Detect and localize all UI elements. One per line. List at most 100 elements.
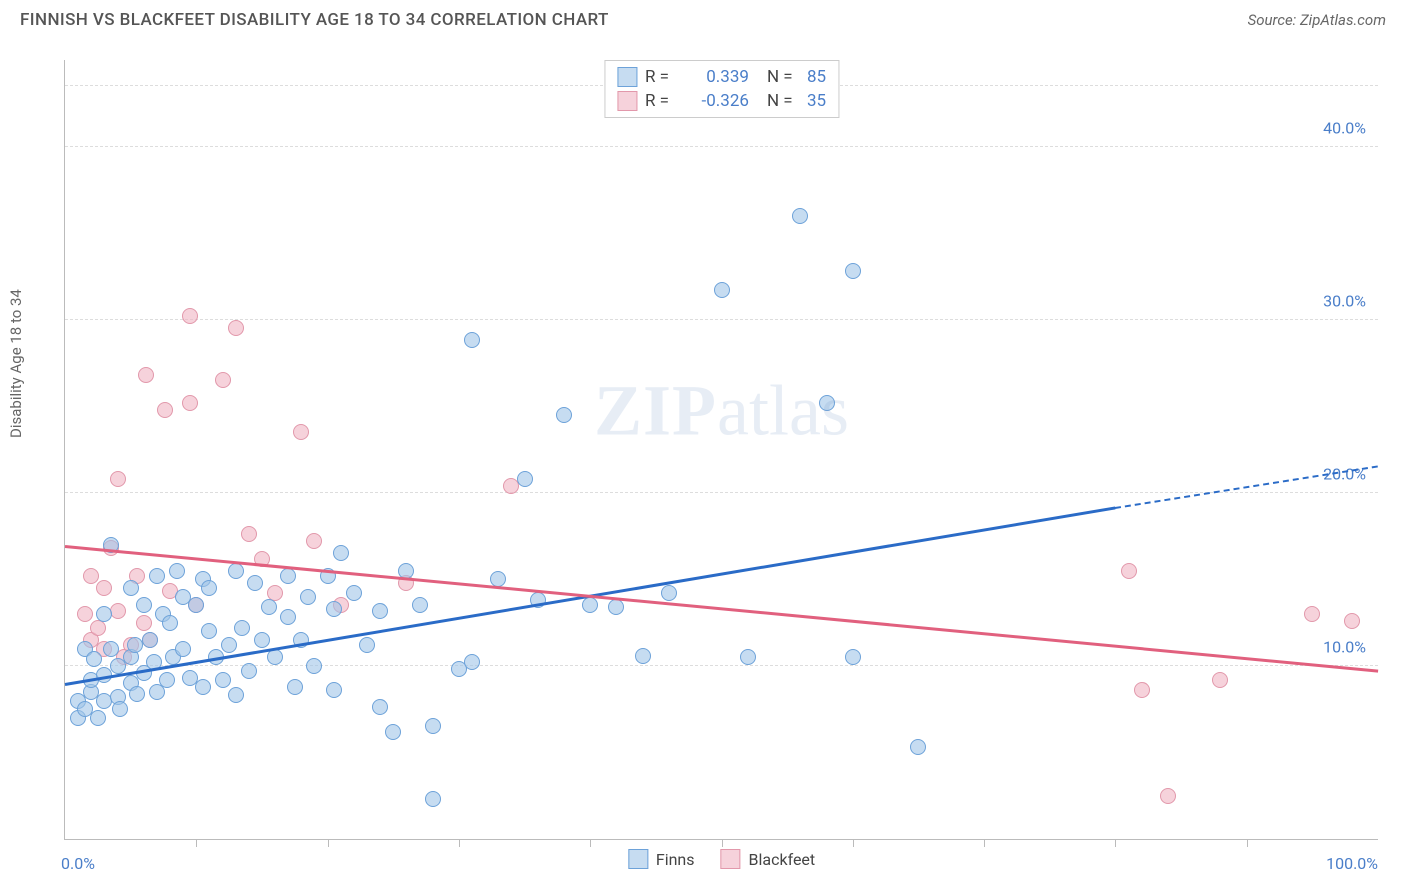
trend-finns-extrapolated xyxy=(1115,465,1378,509)
y-axis-label: Disability Age 18 to 34 xyxy=(7,289,25,438)
finns-point xyxy=(792,208,808,224)
finns-point xyxy=(247,575,263,591)
finns-point xyxy=(129,686,145,702)
blackfeet-point xyxy=(138,367,154,383)
finns-point xyxy=(136,597,152,613)
finns-point xyxy=(162,615,178,631)
blackfeet-point xyxy=(228,320,244,336)
finns-point xyxy=(582,597,598,613)
finns-point xyxy=(635,648,651,664)
blackfeet-point xyxy=(1134,682,1150,698)
blackfeet-point xyxy=(1160,788,1176,804)
legend-swatch-finns xyxy=(617,67,637,87)
blackfeet-point xyxy=(157,402,173,418)
finns-point xyxy=(254,632,270,648)
finns-point xyxy=(228,687,244,703)
blackfeet-point xyxy=(110,471,126,487)
finns-point xyxy=(142,632,158,648)
finns-point xyxy=(910,739,926,755)
correlation-legend: R = 0.339 N = 85 R = -0.326 N = 35 xyxy=(604,60,839,118)
blackfeet-point xyxy=(1344,613,1360,629)
finns-point xyxy=(425,718,441,734)
finns-point xyxy=(326,601,342,617)
chart-title: FINNISH VS BLACKFEET DISABILITY AGE 18 T… xyxy=(20,10,609,30)
y-tick-label: 10.0% xyxy=(1323,637,1366,656)
chart-container: Disability Age 18 to 34 ZIPatlas R = 0.3… xyxy=(20,46,1386,892)
r-label: R = xyxy=(645,67,675,87)
watermark: ZIPatlas xyxy=(594,369,849,452)
finns-point xyxy=(385,724,401,740)
legend-item-finns: Finns xyxy=(628,849,695,869)
legend-swatch-finns xyxy=(628,849,648,869)
blackfeet-point xyxy=(96,580,112,596)
series-legend: Finns Blackfeet xyxy=(628,849,815,869)
finns-point xyxy=(359,637,375,653)
finns-point xyxy=(159,672,175,688)
blackfeet-point xyxy=(83,568,99,584)
blackfeet-point xyxy=(77,606,93,622)
blackfeet-point xyxy=(182,395,198,411)
finns-point xyxy=(372,603,388,619)
n-label: N = xyxy=(767,91,799,111)
finns-point xyxy=(103,641,119,657)
blackfeet-point xyxy=(215,372,231,388)
finns-point xyxy=(714,282,730,298)
finns-point xyxy=(608,599,624,615)
finns-point xyxy=(819,395,835,411)
finns-point xyxy=(86,651,102,667)
finns-point xyxy=(346,585,362,601)
legend-label-blackfeet: Blackfeet xyxy=(749,850,816,869)
finns-point xyxy=(845,649,861,665)
finns-point xyxy=(845,263,861,279)
finns-point xyxy=(280,609,296,625)
finns-point xyxy=(280,568,296,584)
r-value-blackfeet: -0.326 xyxy=(683,91,749,111)
finns-point xyxy=(241,663,257,679)
x-tick xyxy=(459,839,460,847)
finns-point xyxy=(234,620,250,636)
blackfeet-point xyxy=(1121,563,1137,579)
blackfeet-point xyxy=(136,615,152,631)
finns-point xyxy=(326,682,342,698)
x-tick xyxy=(196,839,197,847)
blackfeet-point xyxy=(182,308,198,324)
y-tick-label: 30.0% xyxy=(1323,291,1366,310)
x-axis-min: 0.0% xyxy=(61,854,95,873)
finns-point xyxy=(96,606,112,622)
x-tick xyxy=(722,839,723,847)
finns-point xyxy=(287,679,303,695)
finns-point xyxy=(215,672,231,688)
finns-point xyxy=(333,545,349,561)
gridline xyxy=(65,146,1378,147)
n-label: N = xyxy=(767,67,799,87)
finns-point xyxy=(425,791,441,807)
x-tick xyxy=(590,839,591,847)
x-tick xyxy=(984,839,985,847)
n-value-blackfeet: 35 xyxy=(807,91,826,111)
y-tick-label: 40.0% xyxy=(1323,118,1366,137)
legend-row-finns: R = 0.339 N = 85 xyxy=(617,65,826,89)
finns-point xyxy=(300,589,316,605)
finns-point xyxy=(464,654,480,670)
finns-point xyxy=(464,332,480,348)
source-attribution: Source: ZipAtlas.com xyxy=(1248,11,1386,29)
finns-point xyxy=(306,658,322,674)
legend-label-finns: Finns xyxy=(656,850,695,869)
finns-point xyxy=(372,699,388,715)
legend-item-blackfeet: Blackfeet xyxy=(721,849,816,869)
n-value-finns: 85 xyxy=(807,67,826,87)
r-label: R = xyxy=(645,91,675,111)
blackfeet-point xyxy=(1212,672,1228,688)
finns-point xyxy=(175,641,191,657)
blackfeet-point xyxy=(306,533,322,549)
finns-point xyxy=(169,563,185,579)
finns-point xyxy=(195,679,211,695)
gridline xyxy=(65,665,1378,666)
plot-area: ZIPatlas R = 0.339 N = 85 R = -0.326 N =… xyxy=(64,60,1378,840)
legend-swatch-blackfeet xyxy=(617,91,637,111)
blackfeet-point xyxy=(1304,606,1320,622)
blackfeet-point xyxy=(241,526,257,542)
legend-swatch-blackfeet xyxy=(721,849,741,869)
x-axis-max: 100.0% xyxy=(1326,854,1378,873)
finns-point xyxy=(228,563,244,579)
